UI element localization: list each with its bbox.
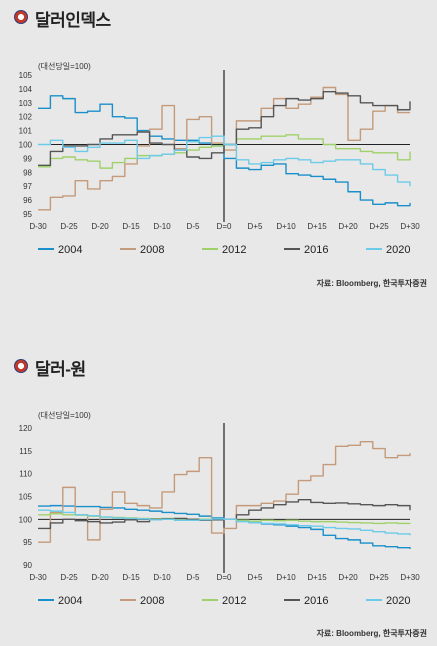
y-tick-label: 98 — [23, 168, 32, 177]
y-tick-label: 95 — [23, 210, 32, 219]
legend-label-2004: 2004 — [58, 595, 82, 607]
source-note: 자료: Bloomberg, 한국투자증권 — [316, 279, 427, 288]
dollar-index-panel: 달러인덱스 (대선당일=100) 95 96 97 98 99 100 101 102 103 1… — [0, 0, 437, 300]
source-note: 자료: Bloomberg, 한국투자증권 — [316, 629, 427, 638]
y-tick-label: 105 — [19, 71, 33, 80]
series-line-2004 — [38, 95, 411, 207]
x-tick-label: D-5 — [187, 573, 200, 582]
y-tick-label: 104 — [19, 85, 33, 94]
legend-label-2016: 2016 — [304, 244, 328, 256]
x-tick-label: D+15 — [307, 222, 327, 231]
series-line-2020 — [38, 509, 411, 536]
y-tick-label: 100 — [19, 141, 33, 150]
x-tick-label: D+10 — [276, 573, 296, 582]
x-tick-label: D+5 — [248, 573, 263, 582]
usd-krw-panel: 달러-원 (대선당일=100) 90 95 100 105 110 115 120 D-30 D… — [0, 340, 437, 646]
y-tick-label: 99 — [23, 154, 32, 163]
dollar-index-chart: 95 96 97 98 99 100 101 102 103 104 105 D-30 D-25 D-20… — [19, 70, 420, 256]
x-tick-label: D-30 — [29, 573, 47, 582]
x-tick-label: D-20 — [91, 222, 109, 231]
y-tick-label: 95 — [23, 538, 32, 547]
y-tick-label: 96 — [23, 196, 32, 205]
series-line-2008 — [38, 440, 411, 543]
chart-title: 달러인덱스 — [35, 11, 111, 30]
x-tick-label: D-30 — [29, 222, 47, 231]
unit-label: (대선당일=100) — [38, 411, 91, 420]
us-flag-icon — [14, 359, 28, 373]
legend-label-2008: 2008 — [140, 244, 164, 256]
x-tick-label: D+15 — [307, 573, 327, 582]
x-tick-label: D=0 — [217, 573, 232, 582]
chart-title: 달러-원 — [35, 360, 86, 379]
y-tick-label: 97 — [23, 182, 32, 191]
legend-label-2020: 2020 — [386, 244, 410, 256]
x-tick-label: D-10 — [153, 222, 171, 231]
x-tick-label: D+20 — [338, 573, 358, 582]
series-line-2020 — [38, 135, 411, 187]
x-tick-label: D-15 — [122, 573, 140, 582]
y-tick-label: 100 — [19, 515, 33, 524]
legend-label-2016: 2016 — [304, 595, 328, 607]
legend-label-2020: 2020 — [386, 595, 410, 607]
unit-label: (대선당일=100) — [38, 62, 91, 71]
x-tick-label: D+5 — [248, 222, 263, 231]
legend-label-2012: 2012 — [222, 595, 246, 607]
us-flag-icon — [14, 10, 28, 24]
y-tick-label: 105 — [19, 493, 33, 502]
x-tick-label: D+30 — [400, 222, 420, 231]
x-tick-label: D=0 — [217, 222, 232, 231]
legend-label-2012: 2012 — [222, 244, 246, 256]
x-tick-label: D-25 — [60, 222, 78, 231]
y-tick-label: 120 — [19, 424, 33, 433]
legend-label-2004: 2004 — [58, 244, 82, 256]
y-tick-label: 90 — [23, 561, 32, 570]
series-line-2012 — [38, 134, 411, 169]
x-tick-label: D-15 — [122, 222, 140, 231]
x-tick-label: D-5 — [187, 222, 200, 231]
x-tick-label: D+25 — [369, 222, 389, 231]
x-tick-label: D-20 — [91, 573, 109, 582]
x-tick-label: D+20 — [338, 222, 358, 231]
y-tick-label: 110 — [19, 470, 32, 479]
x-tick-label: D+10 — [276, 222, 296, 231]
x-tick-label: D+30 — [400, 573, 420, 582]
y-tick-label: 103 — [19, 99, 33, 108]
x-tick-label: D-25 — [60, 573, 78, 582]
x-tick-label: D+25 — [369, 573, 389, 582]
usd-krw-chart: 90 95 100 105 110 115 120 D-30 D-25 D-20 D-15 D-10 D… — [19, 423, 420, 607]
legend-label-2008: 2008 — [140, 595, 164, 607]
y-tick-label: 101 — [19, 127, 33, 136]
y-tick-label: 115 — [19, 447, 32, 456]
y-tick-label: 102 — [19, 113, 33, 122]
x-tick-label: D-10 — [153, 573, 171, 582]
